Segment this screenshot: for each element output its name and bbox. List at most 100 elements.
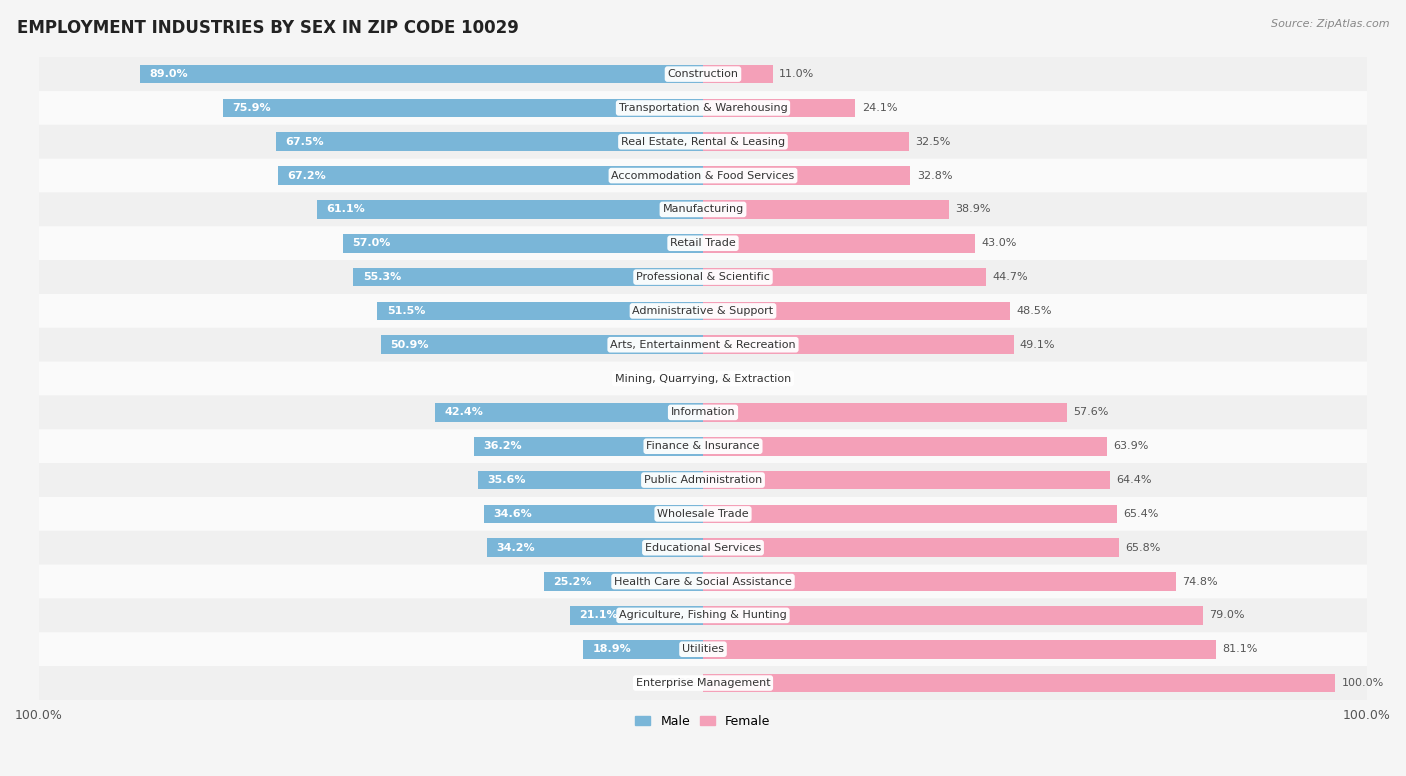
Bar xyxy=(703,640,1216,659)
Bar xyxy=(703,471,1111,490)
Text: Wholesale Trade: Wholesale Trade xyxy=(657,509,749,519)
Bar xyxy=(703,133,908,151)
Text: 65.8%: 65.8% xyxy=(1125,542,1161,553)
Text: 57.0%: 57.0% xyxy=(352,238,391,248)
Bar xyxy=(703,606,1202,625)
Bar xyxy=(377,302,703,320)
Bar xyxy=(703,674,1336,692)
Text: Transportation & Warehousing: Transportation & Warehousing xyxy=(619,103,787,113)
Text: Source: ZipAtlas.com: Source: ZipAtlas.com xyxy=(1271,19,1389,29)
FancyBboxPatch shape xyxy=(39,158,1367,192)
Text: 11.0%: 11.0% xyxy=(779,69,814,79)
Bar xyxy=(703,64,772,83)
FancyBboxPatch shape xyxy=(39,362,1367,396)
Bar xyxy=(703,268,986,286)
Text: 34.2%: 34.2% xyxy=(496,542,534,553)
Text: Agriculture, Fishing & Hunting: Agriculture, Fishing & Hunting xyxy=(619,611,787,620)
Text: 21.1%: 21.1% xyxy=(579,611,617,620)
Text: 0.0%: 0.0% xyxy=(668,373,697,383)
Bar xyxy=(703,302,1010,320)
FancyBboxPatch shape xyxy=(39,429,1367,463)
Text: Retail Trade: Retail Trade xyxy=(671,238,735,248)
Text: Finance & Insurance: Finance & Insurance xyxy=(647,442,759,451)
Text: 81.1%: 81.1% xyxy=(1222,644,1257,654)
Bar xyxy=(381,335,703,354)
Bar xyxy=(703,234,974,252)
FancyBboxPatch shape xyxy=(39,531,1367,565)
Text: 100.0%: 100.0% xyxy=(1341,678,1384,688)
Text: 89.0%: 89.0% xyxy=(149,69,188,79)
Text: 49.1%: 49.1% xyxy=(1019,340,1056,350)
Text: 18.9%: 18.9% xyxy=(593,644,631,654)
FancyBboxPatch shape xyxy=(39,192,1367,227)
Text: 67.2%: 67.2% xyxy=(287,171,326,181)
Bar xyxy=(703,200,949,219)
Text: Mining, Quarrying, & Extraction: Mining, Quarrying, & Extraction xyxy=(614,373,792,383)
Bar xyxy=(569,606,703,625)
Text: 44.7%: 44.7% xyxy=(993,272,1028,282)
Bar xyxy=(478,471,703,490)
FancyBboxPatch shape xyxy=(39,632,1367,666)
Bar xyxy=(703,166,911,185)
Text: 55.3%: 55.3% xyxy=(363,272,401,282)
Text: 24.1%: 24.1% xyxy=(862,103,897,113)
Text: 65.4%: 65.4% xyxy=(1123,509,1159,519)
FancyBboxPatch shape xyxy=(39,497,1367,531)
FancyBboxPatch shape xyxy=(39,227,1367,260)
Text: 50.9%: 50.9% xyxy=(391,340,429,350)
Bar xyxy=(583,640,703,659)
Text: Real Estate, Rental & Leasing: Real Estate, Rental & Leasing xyxy=(621,137,785,147)
Text: EMPLOYMENT INDUSTRIES BY SEX IN ZIP CODE 10029: EMPLOYMENT INDUSTRIES BY SEX IN ZIP CODE… xyxy=(17,19,519,37)
Text: Accommodation & Food Services: Accommodation & Food Services xyxy=(612,171,794,181)
Bar xyxy=(486,539,703,557)
Bar xyxy=(703,99,855,117)
Bar xyxy=(353,268,703,286)
FancyBboxPatch shape xyxy=(39,463,1367,497)
Text: 57.6%: 57.6% xyxy=(1074,407,1109,417)
Bar xyxy=(703,403,1067,421)
FancyBboxPatch shape xyxy=(39,598,1367,632)
Text: 38.9%: 38.9% xyxy=(955,204,991,214)
Text: 51.5%: 51.5% xyxy=(387,306,425,316)
Text: Construction: Construction xyxy=(668,69,738,79)
Text: 74.8%: 74.8% xyxy=(1182,577,1218,587)
Bar xyxy=(434,403,703,421)
Text: 34.6%: 34.6% xyxy=(494,509,533,519)
Bar xyxy=(703,437,1107,456)
Legend: Male, Female: Male, Female xyxy=(630,710,776,733)
Bar xyxy=(276,133,703,151)
Bar xyxy=(703,539,1119,557)
Text: 0.0%: 0.0% xyxy=(668,678,697,688)
Text: 67.5%: 67.5% xyxy=(285,137,325,147)
FancyBboxPatch shape xyxy=(39,91,1367,125)
Text: 32.5%: 32.5% xyxy=(915,137,950,147)
Bar xyxy=(141,64,703,83)
FancyBboxPatch shape xyxy=(39,327,1367,362)
Text: Manufacturing: Manufacturing xyxy=(662,204,744,214)
Text: Educational Services: Educational Services xyxy=(645,542,761,553)
Bar xyxy=(343,234,703,252)
Text: Health Care & Social Assistance: Health Care & Social Assistance xyxy=(614,577,792,587)
Text: 75.9%: 75.9% xyxy=(232,103,271,113)
FancyBboxPatch shape xyxy=(39,125,1367,158)
Text: 35.6%: 35.6% xyxy=(488,475,526,485)
Text: Administrative & Support: Administrative & Support xyxy=(633,306,773,316)
Text: Information: Information xyxy=(671,407,735,417)
Text: 63.9%: 63.9% xyxy=(1114,442,1149,451)
Text: 42.4%: 42.4% xyxy=(444,407,484,417)
FancyBboxPatch shape xyxy=(39,57,1367,91)
Text: 25.2%: 25.2% xyxy=(553,577,592,587)
Bar xyxy=(703,504,1116,523)
Bar xyxy=(224,99,703,117)
Text: 43.0%: 43.0% xyxy=(981,238,1017,248)
FancyBboxPatch shape xyxy=(39,666,1367,700)
Text: 79.0%: 79.0% xyxy=(1209,611,1244,620)
Bar xyxy=(703,335,1014,354)
Text: Arts, Entertainment & Recreation: Arts, Entertainment & Recreation xyxy=(610,340,796,350)
FancyBboxPatch shape xyxy=(39,396,1367,429)
Text: Public Administration: Public Administration xyxy=(644,475,762,485)
Bar xyxy=(544,572,703,591)
Bar xyxy=(484,504,703,523)
Text: Enterprise Management: Enterprise Management xyxy=(636,678,770,688)
Text: 48.5%: 48.5% xyxy=(1017,306,1052,316)
